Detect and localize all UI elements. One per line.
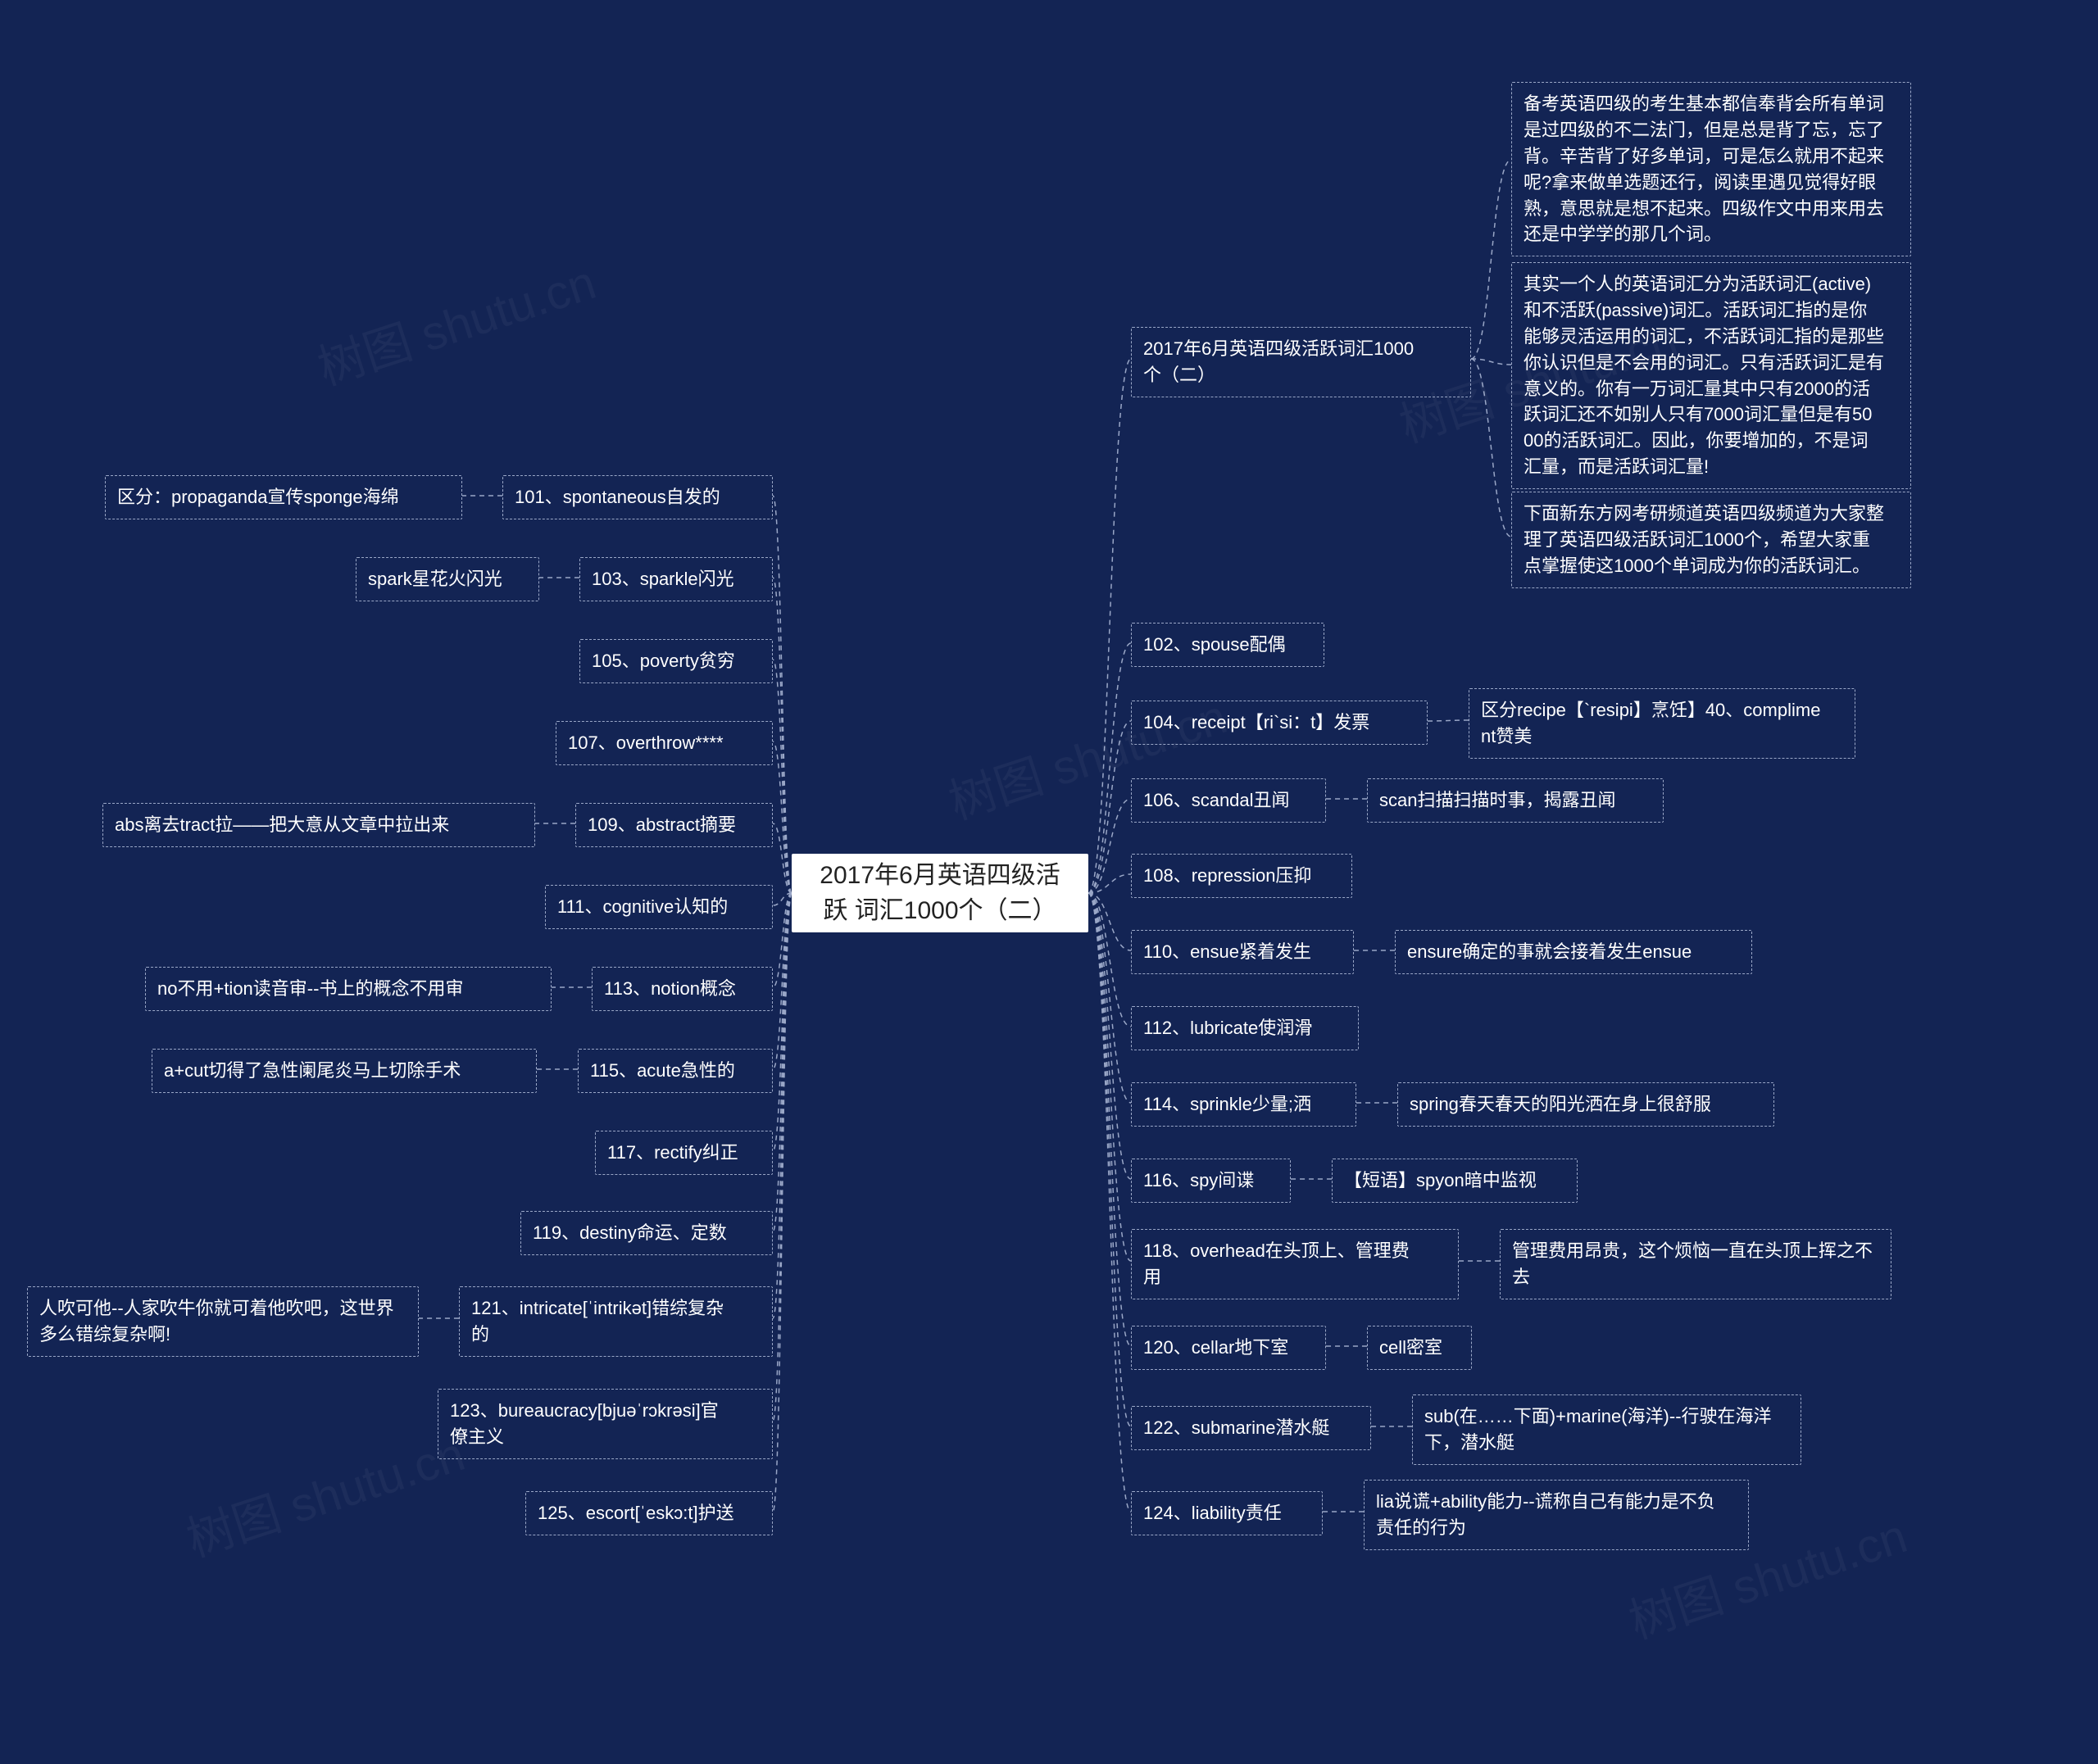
leaf-node: 下面新东方网考研频道英语四级频道为大家整理了英语四级活跃词汇1000个，希望大家…: [1511, 492, 1911, 588]
leaf-node: 区分：propaganda宣传sponge海绵: [105, 475, 462, 519]
branch-node: 103、sparkle闪光: [579, 557, 773, 601]
leaf-node: 备考英语四级的考生基本都信奉背会所有单词是过四级的不二法门，但是总是背了忘，忘了…: [1511, 82, 1911, 256]
branch-node: 112、lubricate使润滑: [1131, 1006, 1359, 1050]
branch-node: 125、escort[ˈeskɔ:t]护送: [525, 1491, 773, 1535]
mindmap-canvas: 树图 shutu.cn树图 shutu.cn树图 shutu.cn树图 shut…: [0, 0, 2098, 1764]
branch-node: 120、cellar地下室: [1131, 1326, 1326, 1370]
leaf-node: ensure确定的事就会接着发生ensue: [1395, 930, 1752, 974]
branch-node: 113、notion概念: [592, 967, 773, 1011]
branch-node: 123、bureaucracy[bjuəˈrɔkrəsi]官僚主义: [438, 1389, 773, 1459]
leaf-node: scan扫描扫描时事，揭露丑闻: [1367, 778, 1664, 823]
branch-node: 124、liability责任: [1131, 1491, 1323, 1535]
branch-node: 115、acute急性的: [578, 1049, 773, 1093]
leaf-node: spring春天春天的阳光洒在身上很舒服: [1397, 1082, 1774, 1127]
leaf-node: 【短语】spyon暗中监视: [1332, 1159, 1578, 1203]
leaf-node: a+cut切得了急性阑尾炎马上切除手术: [152, 1049, 537, 1093]
branch-node: 111、cognitive认知的: [545, 885, 773, 929]
branch-node: 109、abstract摘要: [575, 803, 773, 847]
branch-node: 110、ensue紧着发生: [1131, 930, 1354, 974]
leaf-node: spark星花火闪光: [356, 557, 539, 601]
branch-node: 102、spouse配偶: [1131, 623, 1324, 667]
branch-node: 107、overthrow****: [556, 721, 773, 765]
branch-node: 104、receipt【ri`si：t】发票: [1131, 701, 1428, 745]
branch-node: 101、spontaneous自发的: [502, 475, 773, 519]
branch-node: 2017年6月英语四级活跃词汇1000个（二）: [1131, 327, 1471, 397]
branch-node: 117、rectify纠正: [595, 1131, 773, 1175]
center-node: 2017年6月英语四级活跃 词汇1000个（二）: [792, 854, 1088, 932]
branch-node: 122、submarine潜水艇: [1131, 1406, 1371, 1450]
branch-node: 119、destiny命运、定数: [520, 1211, 773, 1255]
branch-node: 118、overhead在头顶上、管理费用: [1131, 1229, 1459, 1299]
branch-node: 121、intricate[ˈintrikət]错综复杂的: [459, 1286, 773, 1357]
leaf-node: 其实一个人的英语词汇分为活跃词汇(active)和不活跃(passive)词汇。…: [1511, 262, 1911, 489]
leaf-node: sub(在……下面)+marine(海洋)--行驶在海洋下，潜水艇: [1412, 1394, 1801, 1465]
leaf-node: 人吹可他--人家吹牛你就可着他吹吧，这世界多么错综复杂啊!: [27, 1286, 419, 1357]
branch-node: 106、scandal丑闻: [1131, 778, 1326, 823]
leaf-node: 区分recipe【`resipi】烹饪】40、compliment赞美: [1469, 688, 1855, 759]
watermark: 树图 shutu.cn: [177, 1416, 472, 1570]
leaf-node: lia说谎+ability能力--谎称自己有能力是不负责任的行为: [1364, 1480, 1749, 1550]
leaf-node: abs离去tract拉——把大意从文章中拉出来: [102, 803, 535, 847]
watermark: 树图 shutu.cn: [308, 244, 603, 398]
leaf-node: 管理费用昂贵，这个烦恼一直在头顶上挥之不去: [1500, 1229, 1891, 1299]
branch-node: 105、poverty贫穷: [579, 639, 773, 683]
branch-node: 108、repression压抑: [1131, 854, 1352, 898]
branch-node: 114、sprinkle少量;洒: [1131, 1082, 1356, 1127]
leaf-node: cell密室: [1367, 1326, 1472, 1370]
branch-node: 116、spy间谍: [1131, 1159, 1291, 1203]
leaf-node: no不用+tion读音审--书上的概念不用审: [145, 967, 552, 1011]
